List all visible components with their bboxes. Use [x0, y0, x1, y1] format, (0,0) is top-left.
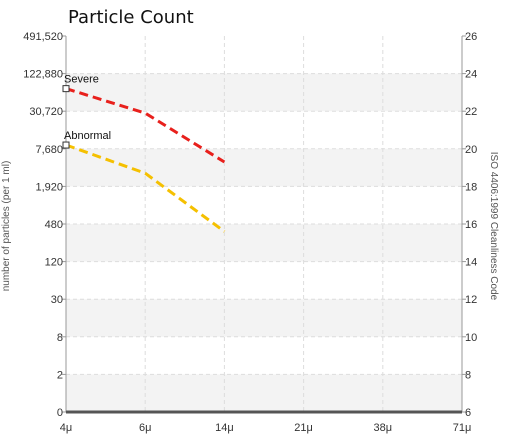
x-tick-label: 14μ — [215, 422, 234, 434]
y-tick-label: 30 — [51, 294, 63, 306]
x-tick-label: 6μ — [139, 422, 151, 434]
background-bands — [66, 73, 462, 412]
y-tick-label: 30,720 — [29, 106, 63, 118]
x-tick-label: 71μ — [453, 422, 472, 434]
series-line-abnormal — [65, 143, 226, 233]
y2-tick-label: 24 — [465, 69, 477, 81]
chart-title: Particle Count — [68, 7, 194, 28]
x-axis-ticks: 4μ 6μ 14μ 21μ 38μ 71μ — [60, 422, 472, 434]
y2-tick-label: 10 — [465, 332, 477, 344]
y-axis-title: number of particles (per 1 ml) — [1, 161, 12, 292]
y-tick-label: 0 — [57, 407, 63, 419]
series-label-severe: Severe — [64, 74, 99, 86]
y-tick-label: 7,680 — [35, 144, 63, 156]
series-line-severe — [65, 87, 226, 164]
y2-axis-title: ISO 4406:1999 Cleanliness Code — [488, 152, 499, 301]
y-tick-label: 8 — [57, 332, 63, 344]
x-tick-label: 38μ — [374, 422, 393, 434]
y-tick-label: 122,880 — [23, 69, 63, 81]
series-label-abnormal: Abnormal — [64, 130, 111, 142]
series-lines: Severe Abnormal — [62, 74, 226, 233]
x-tick-label: 21μ — [294, 422, 313, 434]
background-band — [66, 73, 462, 112]
y-tick-label: 1,920 — [35, 181, 63, 193]
y2-tick-label: 18 — [465, 181, 477, 193]
y2-axis-ticks: 6 8 10 12 14 16 18 20 22 24 26 — [462, 31, 477, 419]
series-marker-severe — [62, 85, 70, 93]
y2-tick-label: 20 — [465, 144, 477, 156]
y-tick-label: 120 — [45, 257, 63, 269]
y-tick-label: 480 — [45, 219, 63, 231]
y2-tick-label: 8 — [465, 369, 471, 381]
series-marker-abnormal — [62, 141, 70, 149]
x-tick-label: 4μ — [60, 422, 72, 434]
y-tick-label: 2 — [57, 369, 63, 381]
background-band — [66, 299, 462, 337]
background-band — [66, 148, 462, 187]
y2-tick-label: 6 — [465, 407, 471, 419]
background-band — [66, 224, 462, 262]
y2-tick-label: 26 — [465, 31, 477, 43]
grid-lines — [66, 36, 462, 412]
y2-tick-label: 22 — [465, 106, 477, 118]
y2-tick-label: 16 — [465, 219, 477, 231]
y2-tick-label: 12 — [465, 294, 477, 306]
y2-tick-label: 14 — [465, 257, 477, 269]
y-axis-ticks: 0 2 8 30 120 480 1,920 7,680 30,720 122,880 491,52… — [23, 31, 66, 419]
y-tick-label: 491,520 — [23, 31, 63, 43]
background-band — [66, 374, 462, 412]
